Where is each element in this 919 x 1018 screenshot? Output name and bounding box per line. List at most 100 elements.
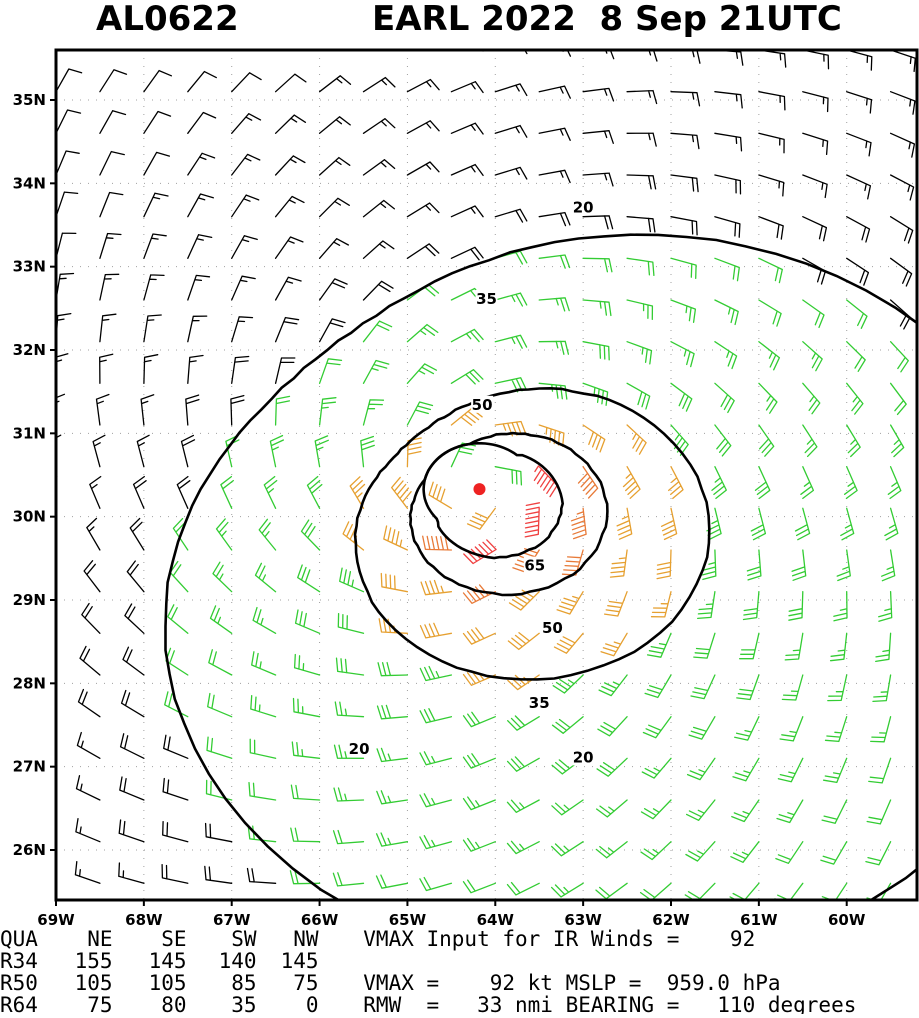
wind-barb xyxy=(715,217,740,238)
wind-barb xyxy=(100,111,126,134)
table-cell: 80 xyxy=(136,993,187,1014)
wind-barb xyxy=(79,690,100,717)
wind-barb xyxy=(888,467,901,499)
wind-barb xyxy=(206,824,232,842)
wind-barb xyxy=(759,425,774,456)
wind-barb xyxy=(557,592,583,614)
wind-barb xyxy=(188,275,210,300)
wind-barb xyxy=(407,364,436,383)
wind-barb xyxy=(508,883,540,895)
wind-barb xyxy=(188,316,207,342)
wind-barb xyxy=(645,675,671,697)
wind-barb xyxy=(782,675,802,700)
wind-barb xyxy=(624,467,641,499)
y-tick-label: 26N xyxy=(13,841,46,859)
wind-barb xyxy=(420,752,451,765)
wind-barb xyxy=(122,691,144,717)
wind-barb xyxy=(539,128,570,140)
table-cell: 0 xyxy=(268,993,319,1014)
wind-barb xyxy=(688,758,715,779)
wind-barb xyxy=(75,862,100,884)
wind-barb xyxy=(144,71,172,92)
wind-barb xyxy=(451,165,483,176)
wind-barb xyxy=(712,467,726,499)
wind-barb xyxy=(217,519,232,550)
wind-barb xyxy=(276,197,304,217)
wind-barb xyxy=(56,233,76,258)
wind-barb xyxy=(495,167,527,179)
wind-barb xyxy=(80,646,100,675)
wind-barb xyxy=(251,696,276,717)
wind-barb xyxy=(123,647,144,675)
wind-barb xyxy=(822,800,847,823)
wind-barb xyxy=(837,550,850,581)
wind-barb xyxy=(627,91,657,104)
wind-barb xyxy=(803,50,829,69)
wind-barb xyxy=(508,757,540,771)
table-cell: 105 xyxy=(136,971,187,995)
wind-barb xyxy=(715,383,734,412)
wind-barb xyxy=(35,689,56,717)
wind-barb xyxy=(256,563,276,591)
wind-barb xyxy=(144,315,161,342)
table-cell: 35 xyxy=(206,993,257,1014)
wind-barb xyxy=(294,699,320,717)
wind-barb xyxy=(627,342,651,364)
wind-barb xyxy=(276,237,303,258)
wind-barb xyxy=(627,175,656,189)
wind-barb xyxy=(759,175,784,196)
table-info-text: VMAX Input for IR Winds = 92 xyxy=(338,927,755,951)
wind-barb xyxy=(759,258,782,282)
wind-barb xyxy=(698,592,715,619)
wind-barb xyxy=(803,217,827,241)
wind-barb xyxy=(464,628,496,644)
wind-barb xyxy=(76,819,100,842)
wind-barb xyxy=(33,818,57,842)
wind-barb xyxy=(847,425,861,457)
wind-barb xyxy=(119,820,144,842)
wind-barb xyxy=(188,194,214,217)
wind-barb xyxy=(407,38,439,50)
wind-barb xyxy=(495,467,521,485)
wind-barb xyxy=(789,592,803,621)
wind-barb xyxy=(420,878,452,891)
wind-barb xyxy=(687,800,715,820)
wind-barb xyxy=(100,234,121,259)
wind-barb xyxy=(583,300,611,316)
wind-barb xyxy=(188,356,203,384)
wind-barb xyxy=(553,717,584,734)
wind-barb xyxy=(824,758,847,782)
wind-barb xyxy=(803,425,817,456)
storm-name-date-title: EARL 2022 8 Sep 21UTC xyxy=(372,0,842,39)
wind-barb xyxy=(100,314,116,342)
wind-barb xyxy=(320,239,349,259)
wind-barb xyxy=(320,35,351,50)
wind-barb xyxy=(627,425,646,454)
wind-barb xyxy=(361,437,375,467)
wind-barb xyxy=(642,758,671,778)
table-cell: 145 xyxy=(136,949,187,973)
wind-barb xyxy=(759,50,786,67)
wind-barb xyxy=(100,274,119,300)
table-cell: SW xyxy=(206,927,257,951)
wind-barb xyxy=(168,605,188,634)
wind-barb xyxy=(56,192,78,217)
wind-barb xyxy=(803,175,827,198)
table-row-label: R34 xyxy=(0,949,38,973)
table-cell: NW xyxy=(268,927,319,951)
wind-barb xyxy=(780,717,803,741)
wind-barb xyxy=(643,717,671,738)
contour-label: 50 xyxy=(472,396,493,414)
wind-barb xyxy=(119,863,144,883)
wind-barb xyxy=(364,241,394,258)
wind-barb xyxy=(847,342,866,372)
storm-id-title: AL0622 xyxy=(96,0,239,39)
wind-barb xyxy=(343,522,363,550)
table-info-text: RMW = 33 nmi BEARING = 110 degrees xyxy=(338,993,856,1014)
table-info-text: VMAX = 92 kt MSLP = 959.0 hPa xyxy=(338,971,781,995)
wind-barb xyxy=(144,355,158,384)
wind-barb xyxy=(495,42,527,54)
wind-barb xyxy=(97,395,109,426)
wind-barb xyxy=(259,519,275,550)
wind-barb xyxy=(407,162,439,175)
